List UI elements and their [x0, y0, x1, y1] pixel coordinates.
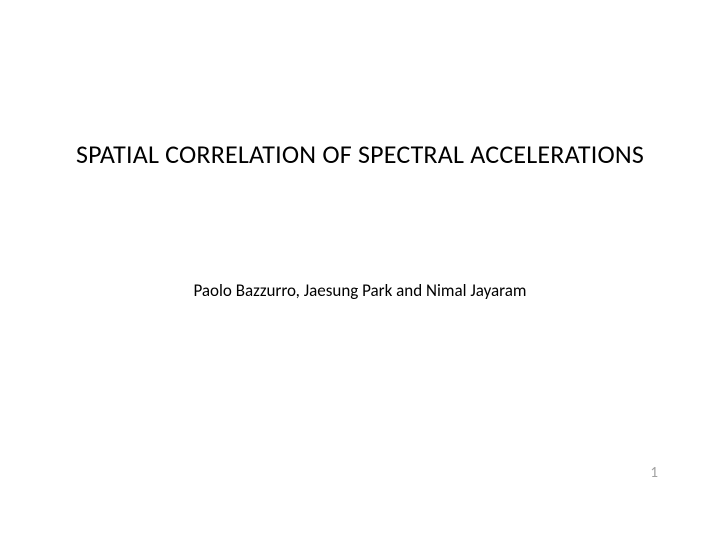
page-number: 1: [650, 464, 658, 482]
slide-authors: Paolo Bazzurro, Jaesung Park and Nimal J…: [0, 280, 720, 301]
slide-container: SPATIAL CORRELATION OF SPECTRAL ACCELERA…: [0, 0, 720, 540]
slide-title: SPATIAL CORRELATION OF SPECTRAL ACCELERA…: [0, 138, 720, 170]
